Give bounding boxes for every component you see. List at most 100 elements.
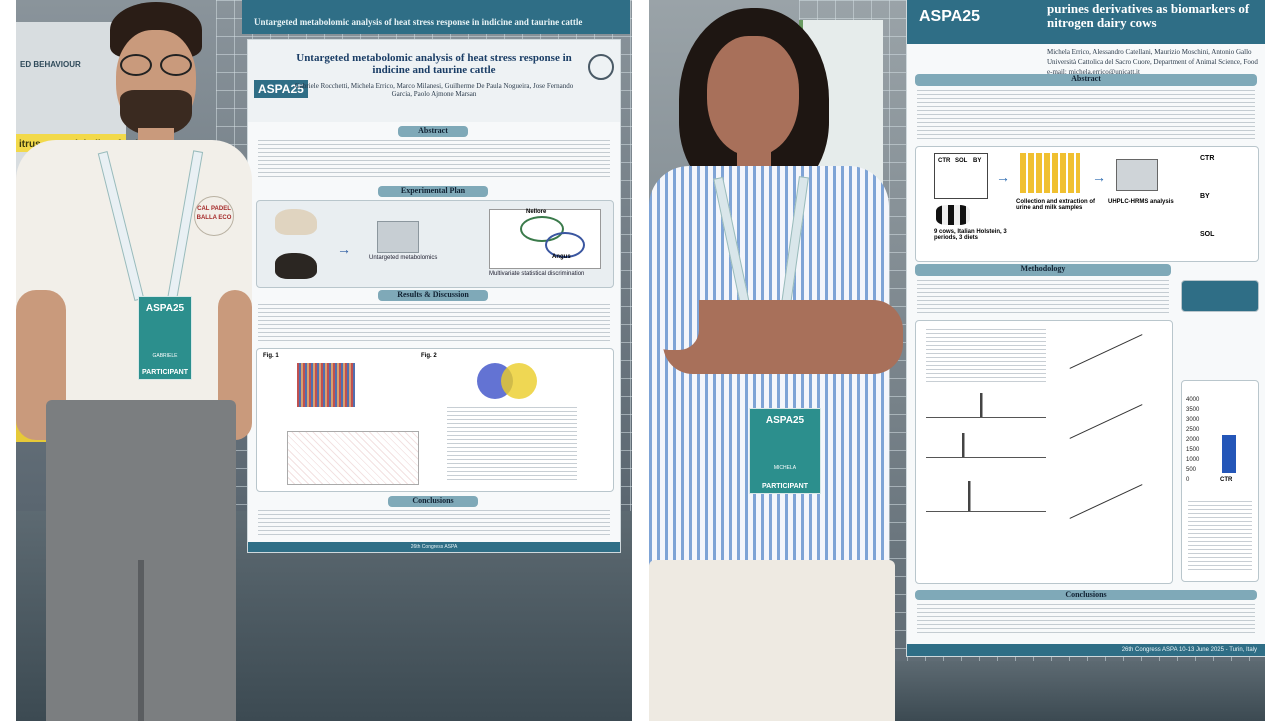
plot-label-by: BY — [1200, 193, 1210, 200]
face — [707, 36, 799, 156]
section-results: Results & Discussion — [378, 290, 488, 301]
right-photo: ASPA25 purines derivatives as biomarkers… — [649, 0, 1265, 721]
banner-partial-text: ED BEHAVIOUR — [20, 60, 81, 69]
section-methodology: Methodology — [915, 264, 1171, 276]
arrow-icon-2: → — [1092, 169, 1106, 185]
badge-name-right: MICHELA — [773, 465, 797, 471]
aspa-logo-right: ASPA25 — [919, 8, 981, 25]
tick-2500: 2500 — [1186, 427, 1200, 433]
plot-label-sol: SOL — [1200, 231, 1215, 238]
top-strip-title: Untargeted metabolomic analysis of heat … — [254, 17, 583, 27]
participant-badge-left: ASPA25 GABRIELE PARTICIPANT — [138, 296, 192, 380]
tick-4000: 4000 — [1186, 397, 1200, 403]
right-poster: ASPA25 purines derivatives as biomarkers… — [907, 0, 1265, 656]
university-logo — [588, 54, 614, 80]
calibration-line-3 — [1069, 484, 1143, 519]
diagram-ctr: CTR — [938, 158, 951, 164]
poster-title-right: purines derivatives as biomarkers of nit… — [1047, 1, 1250, 31]
chromatogram-1 — [926, 393, 1046, 418]
pca-ellipse-angus — [545, 232, 585, 258]
crossed-arms — [663, 300, 903, 374]
top-strip-poster: Untargeted metabolomic analysis of heat … — [242, 0, 630, 34]
participant-badge-right: ASPA25 MICHELA PARTICIPANT — [749, 408, 821, 494]
section-conclusions-right: Conclusions — [915, 590, 1257, 600]
nellore-cattle-image — [275, 209, 317, 235]
calibration-line-2 — [1069, 404, 1143, 439]
diagram-by: BY — [973, 158, 982, 164]
uhplc-instrument — [1116, 159, 1158, 191]
chart-ticks: 4000 3500 3000 2500 2000 1500 1000 500 0 — [1186, 395, 1199, 485]
poster-title: Untargeted metabolomic analysis of heat … — [296, 52, 572, 77]
sleeve-left — [649, 260, 699, 350]
person-right: ASPA25 MICHELA PARTICIPANT — [649, 0, 909, 721]
tick-500: 500 — [1186, 467, 1197, 473]
figures-panel: Fig. 1 Fig. 2 — [256, 348, 614, 492]
scatter-plots — [287, 431, 419, 485]
chromatogram-3 — [926, 481, 1046, 512]
white-trousers — [649, 560, 895, 721]
data-table — [926, 329, 1046, 385]
left-photo: ED BEHAVIOUR itrus essential oil as feed… — [16, 0, 632, 721]
badge-logo: ASPA25 — [145, 303, 185, 314]
striped-shirt — [649, 166, 889, 584]
results-panel-right — [1181, 280, 1259, 312]
badge-name: GABRIELE — [152, 353, 178, 359]
aspa-logo: ASPA25 — [254, 80, 308, 98]
diagram-sol: SOL — [955, 158, 968, 164]
plan-label-angus: Angus — [552, 254, 571, 260]
poster-authors: Gabriele Rocchetti, Michela Errico, Marc… — [294, 82, 574, 98]
chromatogram-panel — [915, 320, 1173, 584]
sample-tubes — [1020, 153, 1080, 193]
shirt-logo-text: CAL PADEL BALLA ECO — [196, 206, 232, 221]
cows-label: 9 cows, Italian Holstein, 3 periods, 3 d… — [934, 229, 1007, 241]
collection-label: Collection and extraction of urine and m… — [1016, 199, 1096, 211]
calibration-line-1 — [1069, 334, 1143, 369]
pca-plot: Nellore Angus — [489, 209, 601, 269]
section-abstract: Abstract — [398, 126, 468, 137]
trouser-gap — [138, 560, 144, 721]
abstract-text-right — [917, 90, 1255, 140]
shirt-logo: CAL PADEL BALLA ECO — [194, 196, 234, 236]
footer-text-right: 26th Congress ASPA 10-13 June 2025 - Tur… — [1121, 647, 1257, 653]
bar-chart-panel: 4000 3500 3000 2500 2000 1500 1000 500 0… — [1181, 380, 1259, 582]
tick-2000: 2000 — [1186, 437, 1200, 443]
poster-footer: 26th Congress ASPA — [248, 542, 620, 552]
uhplc-label: UHPLC-HRMS analysis — [1108, 199, 1174, 205]
results-table — [447, 407, 577, 483]
poster-header-band — [907, 0, 1265, 44]
poster-header — [248, 40, 620, 122]
arrow-icon-1: → — [996, 169, 1010, 185]
plan-label-discrimination: Multivariate statistical discrimination — [489, 271, 585, 277]
study-design-panel: CTR SOL BY 9 cows, Italian Holstein, 3 p… — [915, 146, 1259, 262]
angus-cattle-image — [275, 253, 317, 279]
chart-bar-ctr — [1222, 435, 1236, 473]
plot-label-ctr: CTR — [1200, 155, 1215, 162]
heatmap — [297, 363, 355, 407]
section-abstract-right: Abstract — [915, 74, 1257, 86]
badge-role: PARTICIPANT — [141, 369, 189, 376]
person-left: CAL PADEL BALLA ECO ASPA25 GABRIELE PART… — [16, 0, 276, 721]
chart-table — [1188, 501, 1252, 571]
poster-email: e-mail: michela.errico@unicatt.it — [1047, 68, 1140, 76]
tick-0: 0 — [1186, 477, 1190, 483]
section-experimental-plan: Experimental Plan — [378, 186, 488, 197]
results-text — [258, 304, 610, 344]
poster-authors-right: Michela Errico, Alessandro Catellani, Ma… — [1047, 48, 1252, 56]
experimental-plan-panel: → Untargeted metabolomics Nellore Angus … — [256, 200, 614, 288]
conclusions-text-right — [917, 604, 1255, 634]
pca-ellipse-nellore — [520, 216, 564, 242]
tick-3500: 3500 — [1186, 407, 1200, 413]
poster-footer-right: 26th Congress ASPA 10-13 June 2025 - Tur… — [907, 644, 1265, 656]
fig1-label: Fig. 1 — [263, 353, 279, 359]
section-conclusions: Conclusions — [388, 496, 478, 507]
cow-icon — [936, 205, 970, 225]
latin-square-table: CTR SOL BY — [934, 153, 988, 199]
plan-label-nellore: Nellore — [526, 209, 547, 215]
badge-role-right: PARTICIPANT — [761, 483, 809, 490]
footer-text: 26th Congress ASPA — [410, 544, 458, 550]
lab-equipment-image — [377, 221, 419, 253]
badge-logo-right: ASPA25 — [765, 415, 805, 426]
fig2-label: Fig. 2 — [421, 353, 437, 359]
chromatogram-2 — [926, 433, 1046, 458]
tick-1500: 1500 — [1186, 447, 1200, 453]
